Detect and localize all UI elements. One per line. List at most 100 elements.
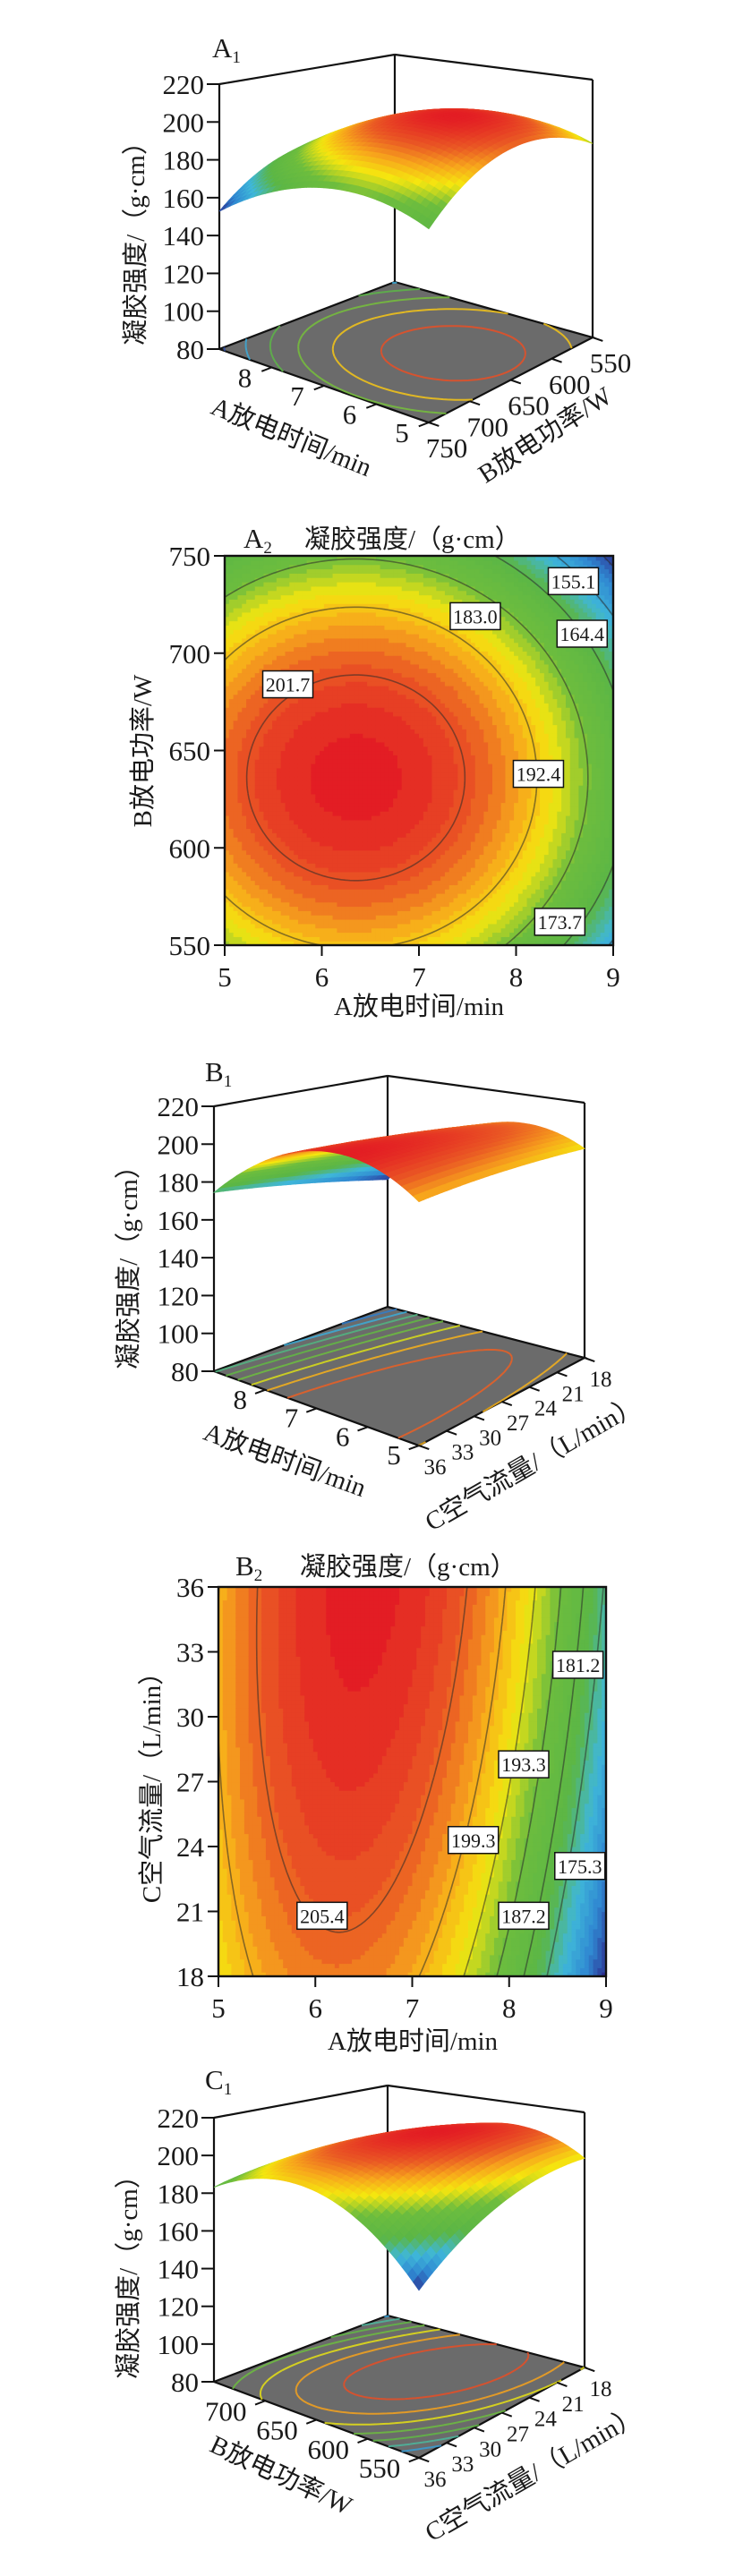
contour-band-cell bbox=[384, 634, 389, 639]
contour-band-cell bbox=[354, 828, 360, 833]
contour-band-cell bbox=[228, 793, 235, 799]
contour-band-cell bbox=[371, 686, 377, 691]
contour-band-cell bbox=[354, 837, 360, 842]
contour-band-cell bbox=[250, 668, 256, 674]
contour-band-cell bbox=[237, 819, 243, 825]
contour-band-cell bbox=[371, 910, 377, 916]
contour-band-cell bbox=[384, 741, 389, 747]
contour-band-cell bbox=[268, 594, 273, 600]
contour-band-cell bbox=[367, 625, 372, 630]
contour-band-cell bbox=[237, 672, 243, 678]
contour-band-cell bbox=[328, 767, 334, 773]
contour-band-cell bbox=[315, 819, 320, 825]
contour-band-cell bbox=[289, 729, 295, 734]
contour-band-cell bbox=[393, 802, 398, 807]
contour-band-cell bbox=[320, 927, 325, 934]
contour-band-cell bbox=[289, 582, 295, 587]
contour-band-cell bbox=[272, 932, 278, 937]
contour-band-cell bbox=[263, 582, 269, 587]
contour-band-cell bbox=[237, 763, 243, 769]
contour-band-cell bbox=[341, 854, 346, 859]
contour-band-cell bbox=[237, 863, 243, 868]
contour-band-cell bbox=[263, 703, 269, 708]
y-tick bbox=[551, 357, 562, 363]
contour-band-cell bbox=[259, 871, 264, 877]
contour-band-cell bbox=[268, 915, 273, 920]
contour-band-cell bbox=[259, 715, 264, 721]
y-tick-label: 550 bbox=[590, 347, 632, 379]
contour-band-cell bbox=[263, 616, 269, 622]
contour-band-cell bbox=[384, 780, 389, 786]
contour-band-cell bbox=[380, 802, 386, 807]
contour-band-cell bbox=[389, 802, 394, 807]
contour-band-cell bbox=[380, 707, 386, 712]
contour-band-cell bbox=[311, 927, 316, 934]
contour-band-cell bbox=[380, 681, 386, 687]
contour-band-cell bbox=[306, 858, 312, 864]
contour-band-cell bbox=[242, 694, 247, 700]
contour-band-cell bbox=[346, 750, 351, 755]
contour-band-cell bbox=[384, 772, 389, 778]
contour-band-cell bbox=[337, 620, 342, 626]
contour-band-cell bbox=[380, 729, 386, 734]
contour-band-cell bbox=[272, 763, 278, 769]
contour-band-cell bbox=[276, 789, 282, 795]
contour-band-cell bbox=[246, 559, 252, 566]
contour-band-cell bbox=[389, 616, 394, 622]
contour-band-cell bbox=[280, 712, 286, 717]
contour-band-cell bbox=[302, 875, 308, 882]
contour-band-cell bbox=[285, 585, 290, 592]
contour-band-cell bbox=[354, 772, 360, 778]
contour-band-cell bbox=[346, 651, 351, 656]
contour-band-cell bbox=[237, 611, 243, 618]
contour-band-cell bbox=[242, 712, 247, 717]
contour-band-cell bbox=[380, 884, 386, 890]
contour-band-cell bbox=[302, 871, 308, 877]
contour-band-cell bbox=[294, 603, 299, 609]
contour-band-cell bbox=[328, 741, 334, 747]
contour-band-cell bbox=[397, 837, 403, 842]
contour-band-cell bbox=[228, 611, 235, 618]
contour-band-cell bbox=[332, 694, 337, 700]
contour-band-cell bbox=[233, 793, 239, 799]
contour-band-cell bbox=[367, 655, 372, 661]
contour-band-cell bbox=[363, 915, 368, 920]
contour-band-cell bbox=[237, 772, 243, 778]
contour-band-cell bbox=[302, 568, 308, 574]
contour-band-cell bbox=[237, 686, 243, 691]
contour-band-cell bbox=[276, 772, 282, 778]
contour-band-cell bbox=[341, 564, 346, 570]
contour-band-cell bbox=[375, 789, 381, 795]
contour-band-cell bbox=[237, 594, 243, 600]
contour-band-cell bbox=[346, 712, 351, 717]
contour-band-cell bbox=[272, 802, 278, 807]
contour-band-cell bbox=[259, 703, 264, 708]
contour-band-cell bbox=[358, 819, 363, 825]
contour-band-cell bbox=[228, 663, 235, 670]
contour-band-cell bbox=[358, 585, 363, 592]
contour-band-cell bbox=[250, 585, 256, 592]
contour-band-cell bbox=[311, 923, 316, 929]
contour-band-cell bbox=[371, 689, 377, 695]
contour-band-cell bbox=[389, 793, 394, 799]
contour-band-cell bbox=[328, 698, 334, 704]
contour-band-cell bbox=[254, 798, 260, 804]
contour-band-cell bbox=[233, 806, 239, 812]
contour-band-cell bbox=[363, 841, 368, 847]
contour-band-cell bbox=[367, 755, 372, 760]
contour-band-cell bbox=[315, 568, 320, 574]
contour-band-cell bbox=[328, 919, 334, 925]
contour-band-cell bbox=[280, 789, 286, 795]
contour-band-cell bbox=[389, 660, 394, 665]
contour-band-cell bbox=[242, 884, 247, 890]
contour-band-cell bbox=[393, 590, 398, 596]
contour-band-cell bbox=[367, 750, 372, 755]
contour-band-cell bbox=[337, 755, 342, 760]
contour-band-cell bbox=[302, 767, 308, 773]
contour-band-cell bbox=[302, 780, 308, 786]
contour-band-cell bbox=[294, 663, 299, 670]
contour-band-cell bbox=[320, 668, 325, 674]
contour-band-cell bbox=[393, 746, 398, 752]
contour-band-cell bbox=[272, 646, 278, 652]
contour-band-cell bbox=[332, 767, 337, 773]
